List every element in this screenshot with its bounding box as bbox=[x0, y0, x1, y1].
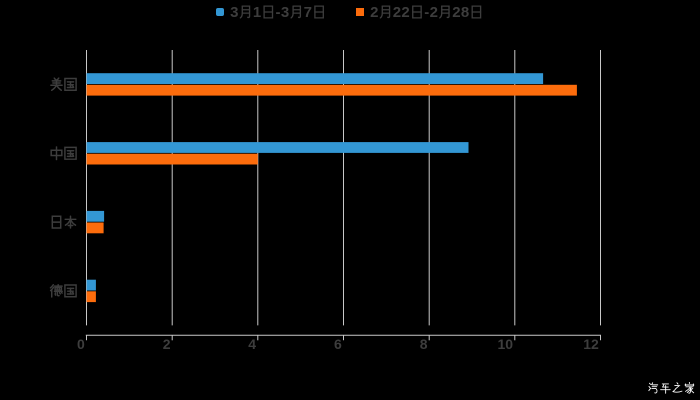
svg-text:4: 4 bbox=[248, 336, 256, 352]
svg-text:6: 6 bbox=[334, 336, 342, 352]
svg-text:2: 2 bbox=[401, 4, 409, 21]
svg-text:12: 12 bbox=[583, 336, 599, 352]
svg-text:7: 7 bbox=[304, 4, 312, 21]
svg-text:1: 1 bbox=[253, 4, 261, 21]
svg-text:3: 3 bbox=[281, 4, 289, 21]
svg-text:8: 8 bbox=[461, 4, 469, 21]
svg-text:-: - bbox=[276, 4, 281, 21]
svg-text:8: 8 bbox=[420, 336, 428, 352]
svg-text:2: 2 bbox=[393, 4, 401, 21]
svg-text:2: 2 bbox=[430, 4, 438, 21]
svg-text:0: 0 bbox=[77, 336, 85, 352]
svg-text:2: 2 bbox=[163, 336, 171, 352]
svg-text:-: - bbox=[424, 4, 429, 21]
svg-text:2: 2 bbox=[452, 4, 460, 21]
svg-text:10: 10 bbox=[498, 336, 514, 352]
svg-text:2: 2 bbox=[370, 4, 378, 21]
svg-text:3: 3 bbox=[230, 4, 238, 21]
